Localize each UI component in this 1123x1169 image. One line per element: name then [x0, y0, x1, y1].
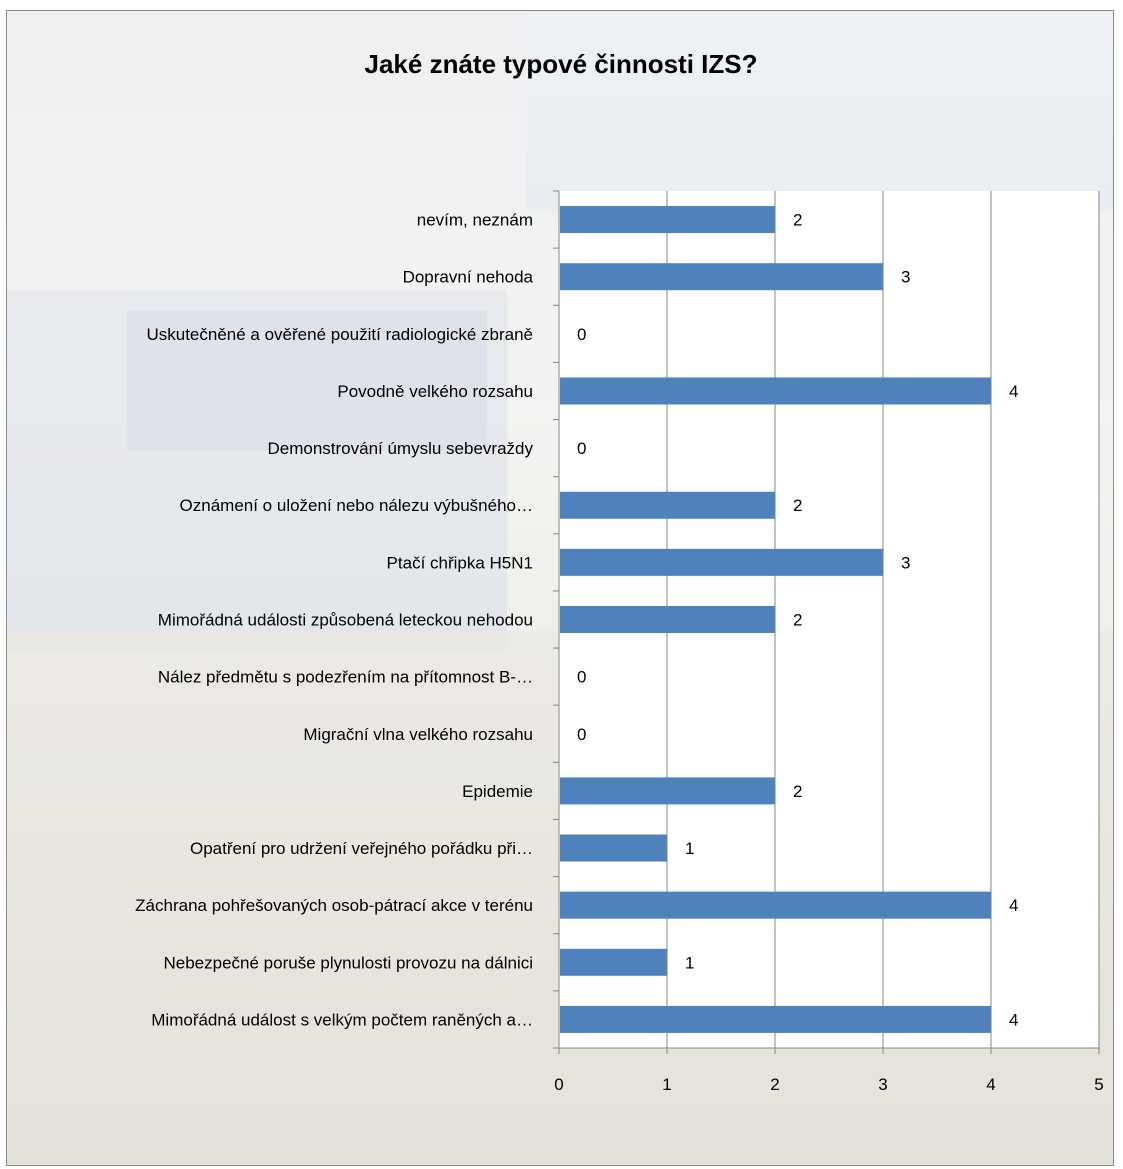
bar	[560, 606, 775, 633]
category-label: Demonstrování úmyslu sebevraždy	[267, 439, 533, 458]
data-label: 3	[901, 553, 910, 572]
bar	[560, 548, 883, 576]
data-label: 4	[1009, 896, 1018, 915]
bar-chart: 0 1 2 3 4 5 nevím, neznám 2 Dopravní nehoda 3 Usku…	[135, 190, 1104, 1094]
data-label: 3	[901, 268, 910, 287]
data-label: 1	[685, 839, 694, 858]
category-label: nevím, neznám	[417, 211, 533, 230]
x-tick-label: 1	[662, 1075, 671, 1094]
data-label: 2	[793, 611, 802, 630]
data-label: 4	[1009, 1010, 1018, 1029]
data-label: 0	[577, 439, 586, 458]
category-label: Opatření pro udržení veřejného pořádku p…	[190, 839, 533, 858]
background-photo-windows	[127, 311, 487, 451]
category-label: Dopravní nehoda	[403, 268, 534, 287]
bar	[560, 1005, 991, 1033]
bar	[560, 491, 775, 519]
chart-title: Jaké znáte typové činnosti IZS?	[364, 49, 758, 79]
data-label: 1	[685, 953, 694, 972]
data-label: 0	[577, 325, 586, 344]
category-label: Oznámení o uložení nebo nálezu výbušného…	[180, 496, 533, 515]
category-label: Záchrana pohřešovaných osob-pátrací akce…	[135, 896, 533, 915]
category-label: Mimořádná událost s velkým počtem raněný…	[151, 1010, 533, 1029]
bar	[560, 206, 775, 234]
category-label: Nebezpečné poruše plynulosti provozu na …	[163, 953, 533, 972]
bar	[560, 263, 883, 291]
category-label: Povodně velkého rozsahu	[337, 382, 533, 401]
x-tick-label: 0	[554, 1075, 563, 1094]
category-label: Mimořádná události způsobená leteckou ne…	[158, 611, 533, 630]
bars	[560, 206, 991, 1033]
data-label: 0	[577, 725, 586, 744]
x-tick-label: 3	[878, 1075, 887, 1094]
data-label: 2	[793, 211, 802, 230]
category-label: Nález předmětu s podezřením na přítomnos…	[158, 668, 533, 687]
labels: 0 1 2 3 4 5 nevím, neznám 2 Dopravní nehoda 3 Usku…	[135, 211, 1104, 1094]
bar	[560, 948, 667, 976]
category-label: Epidemie	[462, 782, 533, 801]
bar	[560, 377, 991, 405]
data-label: 2	[793, 782, 802, 801]
axes	[553, 190, 1100, 1054]
category-label: Uskutečněné a ověřené použití radiologic…	[146, 325, 533, 344]
background-photo-facade	[527, 11, 1113, 211]
x-tick-label: 2	[770, 1075, 779, 1094]
bar	[560, 834, 667, 862]
x-tick-label: 5	[1094, 1075, 1103, 1094]
data-label: 2	[793, 496, 802, 515]
chart-frame: Jaké znáte typové činnosti IZS? 0 1 2 3 4 5 ne…	[6, 10, 1114, 1166]
x-tick-label: 4	[986, 1075, 995, 1094]
data-label: 0	[577, 668, 586, 687]
category-label: Ptačí chřipka H5N1	[387, 553, 533, 572]
bar	[560, 891, 991, 919]
data-label: 4	[1009, 382, 1018, 401]
category-label: Migrační vlna velkého rozsahu	[303, 725, 533, 744]
bar	[560, 777, 775, 805]
